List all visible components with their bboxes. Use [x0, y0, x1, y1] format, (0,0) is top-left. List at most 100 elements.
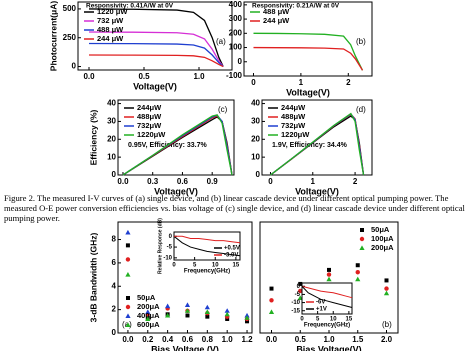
- legend-label: 732μW: [281, 121, 306, 130]
- x-tick-label: 0.0: [122, 335, 134, 344]
- x-tick-label: 1.5: [352, 335, 364, 344]
- y-tick-label: 500: [63, 4, 77, 13]
- legend-label: 488μW: [281, 112, 306, 121]
- x-axis-label: Bias Voltage(V): [296, 344, 361, 351]
- y-axis-label: 3-dB Bandwidth (GHz): [88, 232, 98, 322]
- caption: Figure 2. The measured I-V curves of (a)…: [4, 193, 465, 223]
- marker: [224, 311, 230, 317]
- marker: [268, 309, 275, 314]
- plot-area: [261, 99, 373, 176]
- x-tick-label: 0: [251, 78, 256, 87]
- x-tick-label: 0.6: [182, 335, 194, 344]
- y-tick-label: 30: [251, 117, 260, 126]
- panel-label: (b): [356, 37, 366, 46]
- y-axis-label: Photocurrent(μA): [48, 1, 58, 72]
- x-axis-label: Frequency(GHz): [304, 323, 350, 329]
- legend-label: +0.5V: [224, 246, 240, 252]
- x-tick-label: 15: [346, 317, 353, 323]
- series-line: [88, 31, 224, 67]
- annotation: Responsivity: 0.21A/W at 0V: [252, 3, 340, 10]
- marker: [205, 314, 210, 319]
- x-tick-label: 0.0: [117, 177, 129, 186]
- series-line: [173, 235, 241, 257]
- panel: 0.0 0.3 0.6 0.9 0 10 20 30 40 Voltage(V) Efficienc…: [88, 99, 235, 196]
- y-tick-label: 0: [297, 284, 301, 290]
- plot-area: [243, 1, 373, 77]
- x-tick-label: 2: [353, 177, 358, 186]
- series-line: [122, 114, 233, 176]
- y-tick-label: 0: [238, 57, 243, 66]
- series-line: [270, 112, 365, 176]
- y-tick-label: 400: [229, 0, 243, 9]
- marker: [384, 286, 389, 291]
- x-tick-label: 1: [299, 78, 304, 87]
- panel-label: (c): [218, 105, 228, 114]
- marker: [298, 288, 303, 294]
- marker: [125, 271, 131, 277]
- y-tick-label: 0: [256, 170, 261, 179]
- legend-label: 244μW: [281, 103, 306, 112]
- y-tick-label: 10: [107, 152, 116, 161]
- marker: [204, 304, 210, 310]
- marker: [125, 243, 130, 248]
- legend-label: 600μA: [137, 320, 160, 329]
- legend-label: 488 μW: [263, 7, 290, 16]
- legend-label: 244 μW: [97, 34, 124, 43]
- x-tick-label: 0.0: [83, 72, 95, 81]
- y-tick-label: 8: [112, 235, 117, 244]
- x-axis-label: Voltage(V): [286, 87, 330, 97]
- y-tick-label: 40: [251, 99, 260, 108]
- x-tick-label: 0.5: [138, 72, 150, 81]
- series-line: [301, 285, 353, 308]
- marker: [245, 319, 250, 324]
- legend-marker: [359, 236, 365, 242]
- legend-label: 1220μW: [137, 130, 166, 139]
- panel-label: (a): [216, 37, 226, 46]
- legend-marker: [126, 296, 130, 300]
- marker: [204, 309, 210, 314]
- marker: [224, 308, 230, 313]
- marker: [355, 270, 360, 275]
- x-tick-label: 1: [311, 177, 316, 186]
- legend-label: 1220 μW: [97, 7, 128, 16]
- plot-area: [117, 99, 235, 176]
- legend-label: -3.0V: [224, 253, 238, 259]
- panel-label: (d): [356, 105, 366, 114]
- panel: 0 5 10 15 0 -5 -10 Frequency(GHz) Relative Respo…: [157, 218, 241, 275]
- series-line: [174, 235, 241, 244]
- x-tick-label: 0.8: [202, 335, 214, 344]
- y-tick-label: 40: [107, 99, 116, 108]
- y-tick-label: 0: [169, 234, 173, 240]
- legend-marker: [359, 245, 365, 250]
- x-tick-label: 0: [268, 177, 273, 186]
- marker: [244, 312, 250, 318]
- x-axis-label: Voltage(V): [295, 186, 339, 196]
- marker: [185, 313, 190, 318]
- y-tick-label: 250: [63, 33, 77, 42]
- x-tick-label: 0.3: [147, 177, 159, 186]
- series-line: [88, 8, 224, 67]
- marker: [165, 312, 171, 318]
- y-tick-label: 10: [251, 152, 260, 161]
- legend-marker: [125, 322, 131, 327]
- marker: [125, 257, 131, 262]
- marker: [326, 272, 332, 277]
- x-tick-label: 0.9: [207, 177, 219, 186]
- x-tick-label: 10: [212, 263, 219, 269]
- series-line: [301, 285, 353, 299]
- y-tick-label: 100: [229, 43, 243, 52]
- y-tick-label: 0: [112, 328, 117, 337]
- x-tick-label: 15: [233, 263, 240, 269]
- y-axis-label: Relative Response (dB): [157, 218, 163, 274]
- legend-label: 200μA: [137, 302, 160, 311]
- legend-label: +1V: [316, 307, 327, 313]
- x-axis-label: Voltage(V): [133, 81, 177, 91]
- panel-label: (b): [382, 320, 392, 329]
- legend-label: 1220μW: [281, 130, 310, 139]
- marker: [383, 290, 390, 296]
- y-tick-label: 300: [229, 14, 243, 23]
- series-line: [253, 46, 364, 71]
- x-axis-label: Frequency(GHz): [184, 269, 230, 275]
